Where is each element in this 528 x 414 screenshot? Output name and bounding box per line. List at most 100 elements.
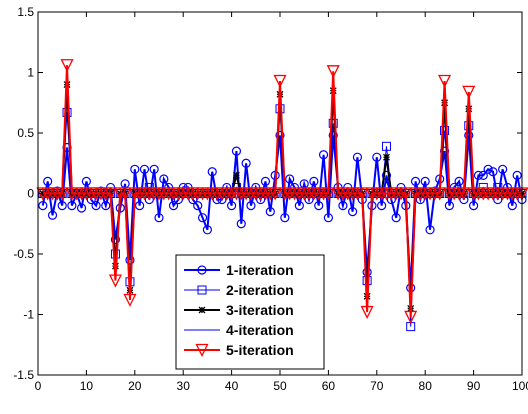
- legend-marker-1-iteration: [197, 265, 207, 275]
- legend-label-2-iteration: 2-iteration: [226, 282, 294, 298]
- data-point-5-iteration-83: [433, 187, 447, 201]
- data-point-1-iteration-54: [294, 201, 304, 211]
- data-point-1-iteration-24: [149, 164, 159, 174]
- data-point-1-iteration-44: [246, 201, 256, 211]
- y-tick-label: -0.5: [13, 247, 34, 261]
- data-point-2-iteration-84: [440, 126, 450, 136]
- legend-label-3-iteration: 3-iteration: [226, 302, 294, 318]
- data-point-5-iteration-77: [404, 310, 418, 324]
- data-point-1-iteration-33: [193, 201, 203, 211]
- data-point-1-iteration-3: [47, 210, 58, 220]
- data-point-1-iteration-25: [154, 213, 164, 223]
- data-point-5-iteration-67: [355, 187, 369, 201]
- data-point-1-iteration-58: [314, 201, 324, 211]
- data-point-1-iteration-10: [81, 176, 92, 186]
- data-point-1-iteration-94: [488, 167, 498, 177]
- x-tick-label: 40: [225, 379, 239, 393]
- x-tick-label: 80: [419, 379, 433, 393]
- data-point-5-iteration-50: [273, 74, 287, 88]
- data-point-2-iteration-61: [328, 118, 338, 128]
- data-point-1-iteration-14: [101, 201, 111, 211]
- data-point-1-iteration-42: [236, 219, 246, 229]
- data-point-5-iteration-5: [55, 187, 69, 201]
- data-point-1-iteration-21: [135, 201, 145, 211]
- data-point-1-iteration-80: [420, 176, 430, 186]
- x-tick-label: 70: [370, 379, 384, 393]
- data-point-1-iteration-99: [512, 170, 522, 180]
- data-point-5-iteration-76: [399, 187, 413, 201]
- legend-entry-3-iteration: 3-iteration: [184, 302, 294, 318]
- data-point-1-iteration-70: [372, 152, 382, 162]
- x-tick-label: 50: [273, 379, 287, 393]
- y-tick-label: 1.5: [17, 5, 34, 19]
- data-point-1-iteration-72: [381, 170, 392, 180]
- y-tick-label: 0.5: [17, 126, 34, 140]
- y-tick-label: 1: [27, 66, 34, 80]
- data-point-1-iteration-52: [285, 174, 295, 184]
- data-point-5-iteration-16: [108, 274, 122, 288]
- data-point-1-iteration-1: [38, 201, 48, 211]
- x-tick-label: 60: [322, 379, 336, 393]
- legend-entry-5-iteration: 5-iteration: [184, 342, 294, 358]
- data-point-1-iteration-93: [483, 164, 493, 174]
- data-point-1-iteration-81: [425, 225, 435, 235]
- data-point-1-iteration-7: [67, 201, 77, 211]
- data-point-5-iteration-68: [360, 305, 374, 320]
- data-point-1-iteration-50: [275, 130, 285, 141]
- data-point-1-iteration-60: [323, 213, 333, 223]
- x-tick-label: 90: [467, 379, 481, 393]
- legend-label-4-iteration: 4-iteration: [226, 322, 294, 338]
- data-point-5-iteration-15: [104, 187, 118, 201]
- data-point-1-iteration-51: [280, 213, 290, 223]
- data-point-1-iteration-12: [91, 201, 101, 211]
- data-point-1-iteration-26: [159, 174, 169, 184]
- data-point-5-iteration-61: [326, 65, 340, 79]
- data-point-1-iteration-28: [168, 201, 179, 211]
- data-point-3-iteration-72: [383, 153, 390, 161]
- data-point-1-iteration-41: [231, 146, 242, 156]
- data-point-1-iteration-34: [197, 213, 208, 223]
- data-point-1-iteration-5: [57, 201, 67, 211]
- x-tick-label: 10: [80, 379, 94, 393]
- data-point-5-iteration-89: [462, 85, 476, 99]
- data-point-5-iteration-88: [457, 187, 471, 201]
- y-tick-label: -1.5: [13, 368, 34, 382]
- legend-entry-2-iteration: 2-iteration: [184, 282, 294, 298]
- data-point-3-iteration-41: [232, 171, 240, 179]
- data-point-1-iteration-63: [338, 201, 348, 211]
- data-point-1-iteration-74: [391, 213, 401, 223]
- y-tick-label: -1: [23, 308, 34, 322]
- data-point-1-iteration-98: [507, 201, 517, 211]
- x-tick-label: 30: [177, 379, 191, 393]
- x-tick-label: 100: [512, 379, 528, 393]
- data-point-1-iteration-47: [260, 176, 271, 186]
- data-point-1-iteration-90: [469, 201, 479, 211]
- data-point-1-iteration-9: [76, 203, 87, 213]
- data-point-1-iteration-16: [110, 234, 121, 245]
- data-point-1-iteration-71: [377, 201, 387, 211]
- x-tick-label: 0: [35, 379, 42, 393]
- data-point-1-iteration-78: [410, 176, 421, 186]
- x-tick-label: 20: [128, 379, 142, 393]
- data-point-1-iteration-43: [241, 158, 251, 168]
- series-5-iteration: [36, 59, 528, 324]
- data-point-1-iteration-48: [265, 207, 275, 217]
- data-point-5-iteration-6: [60, 59, 74, 73]
- tick-layer: 0 10 20 30 40 50 60 70 80 90 100 -1.5 -1 -0.5 0 0.5 1 1.5: [13, 5, 528, 393]
- data-point-1-iteration-61: [328, 130, 338, 141]
- data-point-1-iteration-20: [130, 164, 140, 174]
- y-tick-label: 0: [27, 187, 34, 201]
- data-point-2-iteration-72: [381, 141, 391, 151]
- data-point-1-iteration-35: [202, 225, 212, 235]
- legend-marker-5-iteration: [195, 343, 209, 357]
- data-point-5-iteration-84: [438, 74, 452, 88]
- data-point-1-iteration-85: [444, 201, 454, 211]
- data-point-5-iteration-19: [123, 293, 137, 307]
- data-point-1-iteration-40: [227, 201, 237, 211]
- data-point-1-iteration-96: [498, 164, 508, 174]
- data-point-5-iteration-49: [268, 187, 282, 201]
- data-point-1-iteration-65: [348, 207, 358, 217]
- legend-marker-2-iteration: [197, 285, 207, 295]
- data-point-1-iteration-92: [478, 170, 488, 180]
